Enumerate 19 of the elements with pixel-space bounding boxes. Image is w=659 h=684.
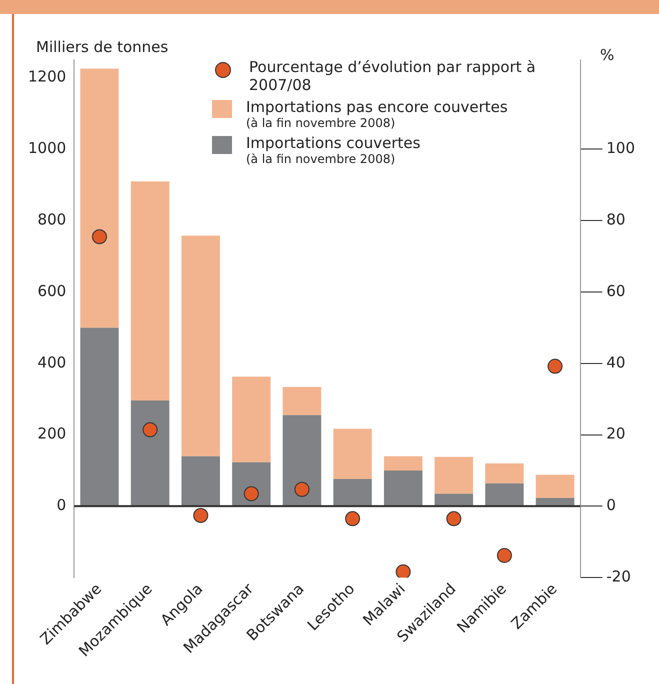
legend-label: Importations couvertes (à la fin novembre 2008)	[246, 134, 420, 166]
legend-label: Pourcentage d’évolution par rapport à 2007/08	[249, 58, 537, 94]
y2-tick-label: -20	[606, 567, 631, 586]
y-tick-label: 1000	[28, 139, 66, 158]
y2-tick-label: 20	[606, 424, 626, 443]
y-tick-label: 400	[38, 353, 66, 372]
y-tick-label: 0	[56, 496, 66, 514]
y2-axis-title: %	[600, 46, 614, 64]
y2-tick-label: 100	[606, 139, 636, 158]
y-tick-label: 600	[38, 282, 66, 300]
y-tick-label: 1200	[28, 68, 66, 86]
legend-label: Importations pas encore couvertes (à la fin novembre 2008)	[246, 98, 508, 130]
y2-tick-label: 0	[606, 496, 616, 514]
y2-tick-label: 80	[606, 210, 626, 229]
y-axis-title: Milliers de tonnes	[36, 38, 168, 56]
y2-tick-label: 40	[606, 353, 626, 372]
y-tick-label: 200	[38, 424, 66, 443]
y-tick-label: 800	[38, 210, 66, 229]
y2-tick-label: 60	[606, 282, 626, 300]
